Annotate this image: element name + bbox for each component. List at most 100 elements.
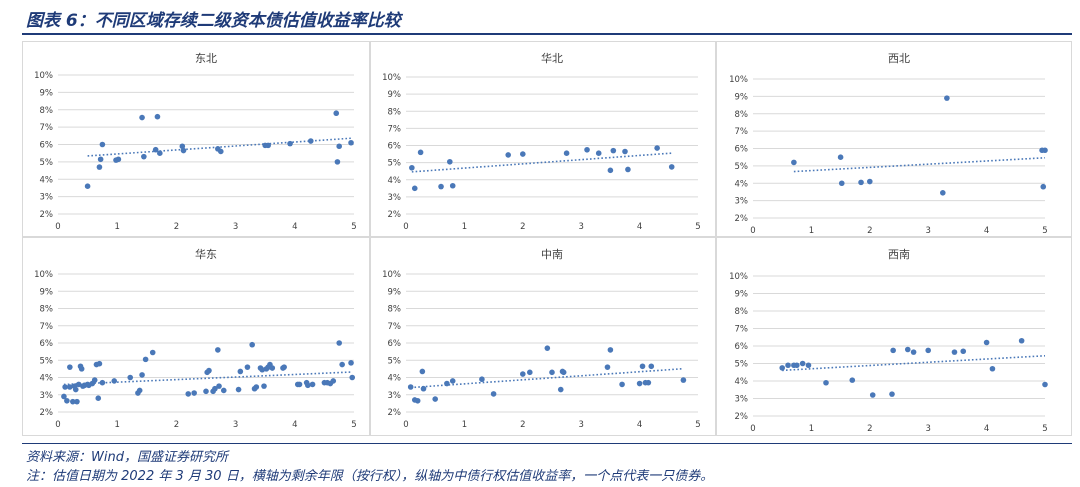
data-point [206, 367, 212, 374]
y-tick-label: 9% [735, 92, 749, 102]
method-note: 注：估值日期为 2022 年 3 月 30 日，横轴为剩余年限（按行权），纵轴为… [26, 469, 714, 484]
y-tick-label: 10% [34, 71, 53, 81]
data-point [654, 145, 660, 151]
x-tick-label: 3 [925, 226, 930, 236]
data-point [983, 339, 990, 346]
data-point [419, 368, 426, 375]
y-tick-label: 7% [388, 124, 402, 134]
chart-title: 中南 [541, 248, 563, 261]
x-tick-label: 2 [174, 420, 179, 430]
data-point [305, 382, 311, 389]
data-point [339, 361, 345, 368]
chart-grid: 东北 2% 3% 4% 5% 6% 7% 8% 9% 10% 0 1 2 3 4 5 华北 2% 3% 4% 5% 6% 7… [22, 41, 1072, 436]
x-tick-label: 5 [695, 222, 700, 232]
x-tick-label: 4 [984, 424, 989, 434]
data-point [791, 159, 797, 166]
data-point [869, 392, 876, 398]
data-point [142, 356, 149, 363]
data-point [544, 345, 551, 351]
data-point [330, 378, 337, 384]
y-tick-label: 8% [735, 307, 749, 317]
data-point [785, 362, 791, 369]
data-point [99, 379, 106, 386]
data-point [179, 143, 186, 150]
data-point [97, 156, 104, 163]
data-point [420, 385, 427, 392]
x-tick-label: 4 [292, 222, 297, 232]
title-rule [22, 33, 1072, 35]
trend-line [793, 156, 1046, 173]
x-tick-label: 2 [520, 420, 525, 430]
y-tick-label: 7% [40, 322, 54, 332]
data-point [823, 379, 829, 386]
data-point [1042, 381, 1048, 388]
data-point [584, 146, 590, 153]
data-point [989, 365, 996, 372]
data-point [411, 185, 418, 192]
y-tick-label: 6% [40, 339, 54, 349]
x-tick-label: 0 [750, 226, 755, 236]
data-point [432, 396, 438, 402]
data-point [235, 386, 242, 393]
data-point [249, 341, 255, 348]
scatter-chart-6: 西南 2% 3% 4% 5% 6% 7% 8% 9% 10% 0 1 2 3 4 5 [716, 237, 1072, 436]
data-point [127, 374, 134, 381]
x-tick-label: 3 [578, 420, 583, 430]
y-tick-label: 4% [388, 374, 402, 384]
y-tick-label: 3% [40, 391, 54, 401]
data-point [136, 387, 143, 394]
y-tick-label: 10% [382, 270, 401, 280]
data-point [96, 164, 103, 170]
x-tick-label: 2 [520, 222, 525, 232]
x-tick-label: 0 [55, 420, 60, 430]
x-tick-label: 5 [1042, 424, 1047, 434]
x-tick-label: 1 [114, 420, 119, 430]
data-point [520, 151, 526, 157]
chart-svg: 西北 2% 3% 4% 5% 6% 7% 8% 9% 10% 0 1 2 3 4 5 [729, 52, 1048, 236]
chart-title: 华东 [195, 247, 217, 261]
data-point [237, 368, 244, 375]
y-tick-label: 6% [735, 145, 749, 155]
data-point [281, 364, 287, 370]
data-point [680, 377, 687, 383]
data-point [619, 381, 625, 388]
bottom-rule [22, 443, 1072, 444]
data-point [157, 150, 163, 156]
data-point [152, 146, 159, 153]
data-point [67, 364, 73, 370]
data-point [115, 156, 122, 163]
x-tick-label: 1 [462, 222, 467, 232]
data-point [449, 378, 456, 384]
data-point [849, 377, 856, 383]
y-tick-label: 6% [40, 141, 54, 151]
data-point [269, 365, 276, 371]
data-point [154, 113, 161, 120]
data-point [84, 183, 91, 189]
x-tick-label: 3 [578, 222, 583, 232]
data-point [438, 183, 444, 190]
y-tick-label: 5% [735, 360, 749, 370]
data-point [549, 369, 555, 376]
y-tick-label: 6% [735, 342, 749, 352]
data-point [218, 148, 224, 155]
y-tick-label: 4% [388, 176, 402, 186]
data-point [505, 152, 511, 158]
data-point [62, 384, 68, 390]
data-point [141, 153, 147, 160]
x-tick-label: 1 [462, 420, 467, 430]
data-point [527, 369, 533, 376]
data-point [309, 381, 316, 388]
data-point [779, 365, 785, 371]
data-point [139, 372, 145, 378]
data-point [417, 149, 424, 156]
y-tick-label: 6% [388, 142, 402, 152]
y-tick-label: 2% [388, 408, 402, 418]
x-tick-label: 5 [695, 420, 700, 430]
data-point [607, 347, 614, 353]
y-tick-label: 4% [735, 179, 749, 189]
y-tick-label: 4% [40, 175, 54, 185]
chart-title: 东北 [195, 52, 217, 65]
data-point [838, 180, 845, 187]
data-point [96, 360, 103, 367]
data-point [910, 349, 917, 355]
